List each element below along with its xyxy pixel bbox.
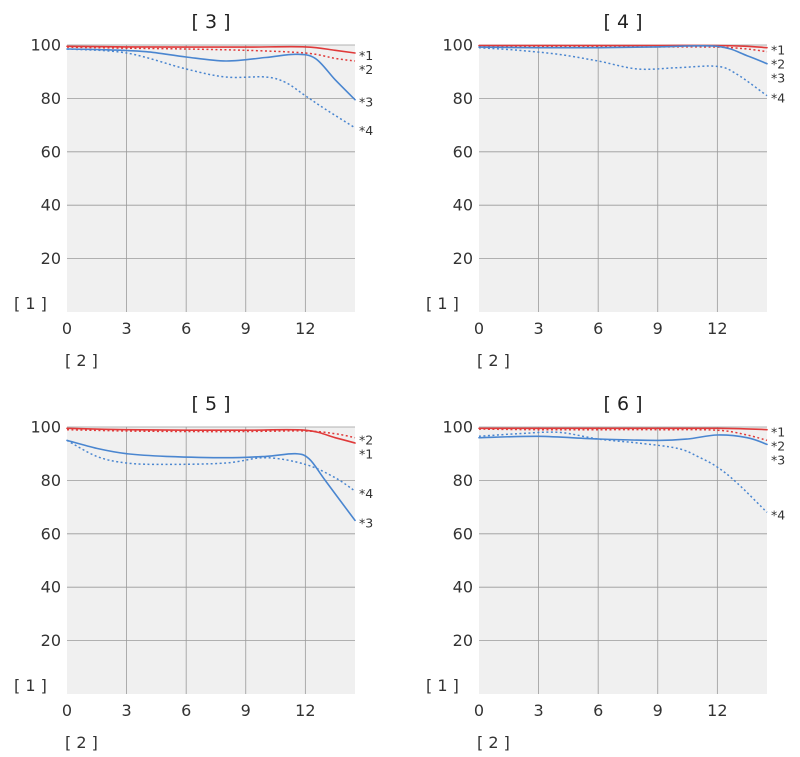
y-tick-label: 40 — [41, 196, 61, 215]
x-tick-label: 0 — [62, 319, 72, 338]
series-end-label: *1 — [359, 48, 373, 63]
x-tick-label: 6 — [181, 319, 191, 338]
series-end-label: *1 — [359, 447, 373, 462]
chart-title: [ 6 ] — [604, 393, 643, 415]
x-axis-label: [ 2 ] — [65, 351, 98, 370]
series-end-label: *1 — [771, 425, 785, 440]
series-end-label: *2 — [359, 433, 373, 448]
y-axis-label: [ 1 ] — [426, 676, 459, 695]
series-line — [66, 46, 356, 62]
x-tick-label: 6 — [181, 701, 191, 720]
series-line — [66, 439, 356, 492]
x-tick-label: 12 — [295, 319, 315, 338]
series-end-label: *2 — [771, 439, 785, 454]
y-tick-label: 100 — [442, 418, 473, 437]
series-end-label: *3 — [359, 95, 373, 110]
series-end-label: *4 — [771, 91, 785, 106]
chart-svg: [ 6 ] 20 40 60 80 100 0 3 6 9 12 [ 1 ] [ 2 ] *1*2*3 *4 — [426, 393, 785, 752]
x-tick-label: 9 — [653, 701, 663, 720]
series-end-label: *2 — [771, 57, 785, 72]
series-end-label: *4 — [359, 486, 373, 501]
series-line — [479, 45, 768, 53]
series-line — [66, 48, 356, 101]
y-axis-label: [ 1 ] — [14, 676, 47, 695]
x-tick-label: 9 — [241, 701, 251, 720]
y-tick-label: 20 — [41, 631, 61, 650]
y-axis-label: [ 1 ] — [426, 294, 459, 313]
x-tick-label: 6 — [593, 701, 603, 720]
series-line — [478, 44, 768, 65]
series-end-label: *4 — [771, 507, 785, 522]
x-axis-label: [ 2 ] — [477, 351, 510, 370]
y-tick-label: 60 — [41, 524, 61, 543]
x-tick-label: 12 — [295, 701, 315, 720]
series-line — [66, 45, 356, 54]
mtf-chart-panel: [ 3 ] 20 40 60 80 100 0 3 6 9 12 [ 1 ] [ 2 ] *1 *2 *3 *4 — [0, 0, 388, 375]
plot-area — [67, 45, 355, 312]
y-axis-label: [ 1 ] — [14, 294, 47, 313]
x-tick-label: 0 — [474, 319, 484, 338]
x-tick-label: 3 — [121, 701, 131, 720]
y-tick-label: 100 — [30, 36, 61, 55]
y-tick-label: 40 — [41, 578, 61, 597]
series-end-label: *1 — [771, 43, 785, 58]
mtf-chart-panel: [ 4 ] 20 40 60 80 100 0 3 6 9 12 [ 1 ] [ 2 ] *1 *2 *3 *4 — [412, 0, 800, 375]
chart-title: [ 3 ] — [192, 11, 231, 33]
x-tick-label: 0 — [474, 701, 484, 720]
chart-svg: [ 3 ] 20 40 60 80 100 0 3 6 9 12 [ 1 ] [ 2 ] *1*2 *3 *4 — [14, 11, 373, 370]
series-line — [66, 48, 356, 129]
plot-area — [479, 427, 767, 694]
x-tick-label: 12 — [707, 701, 727, 720]
chart-title: [ 4 ] — [604, 11, 643, 33]
series-line — [66, 428, 356, 439]
series-end-label: *3 — [771, 453, 785, 468]
chart-title: [ 5 ] — [192, 393, 231, 415]
x-axis-label: [ 2 ] — [477, 733, 510, 752]
series-end-label: *4 — [359, 123, 373, 138]
series-line — [478, 431, 768, 513]
x-tick-label: 9 — [241, 319, 251, 338]
x-tick-label: 0 — [62, 701, 72, 720]
y-tick-label: 80 — [41, 471, 61, 490]
series-end-label: *3 — [771, 71, 785, 86]
plot-area — [479, 45, 767, 312]
x-axis-label: [ 2 ] — [65, 733, 98, 752]
chart-svg: [ 5 ] 20 40 60 80 100 0 3 6 9 12 [ 1 ] [ 2 ] *2*1 *4 *3 — [14, 393, 373, 752]
mtf-chart-panel: [ 5 ] 20 40 60 80 100 0 3 6 9 12 [ 1 ] [ 2 ] *2 *1 *4 *3 — [0, 382, 388, 757]
series-line — [478, 44, 768, 49]
series-line — [66, 427, 356, 444]
x-tick-label: 3 — [533, 319, 543, 338]
y-tick-label: 60 — [453, 142, 473, 161]
y-tick-label: 20 — [453, 249, 473, 268]
series-line — [478, 434, 768, 446]
series-line — [478, 427, 768, 431]
y-tick-label: 40 — [453, 578, 473, 597]
x-tick-label: 6 — [593, 319, 603, 338]
series-line — [66, 439, 356, 522]
y-tick-label: 20 — [453, 631, 473, 650]
series-line — [478, 46, 768, 97]
chart-svg: [ 4 ] 20 40 60 80 100 0 3 6 9 12 [ 1 ] [ 2 ] *1*2*3 *4 — [426, 11, 785, 370]
y-tick-label: 80 — [41, 89, 61, 108]
x-tick-label: 3 — [121, 319, 131, 338]
y-tick-label: 60 — [41, 142, 61, 161]
series-line — [478, 428, 768, 442]
x-tick-label: 12 — [707, 319, 727, 338]
series-end-label: *3 — [359, 515, 373, 530]
x-tick-label: 9 — [653, 319, 663, 338]
y-tick-label: 60 — [453, 524, 473, 543]
y-tick-label: 100 — [442, 36, 473, 55]
y-tick-label: 20 — [41, 249, 61, 268]
y-tick-label: 80 — [453, 89, 473, 108]
series-end-label: *2 — [359, 62, 373, 77]
y-tick-label: 80 — [453, 471, 473, 490]
mtf-chart-panel: [ 6 ] 20 40 60 80 100 0 3 6 9 12 [ 1 ] [ 2 ] *1 *2 *3 *4 — [412, 382, 800, 757]
y-tick-label: 100 — [30, 418, 61, 437]
y-tick-label: 40 — [453, 196, 473, 215]
x-tick-label: 3 — [533, 701, 543, 720]
plot-area — [67, 427, 355, 694]
